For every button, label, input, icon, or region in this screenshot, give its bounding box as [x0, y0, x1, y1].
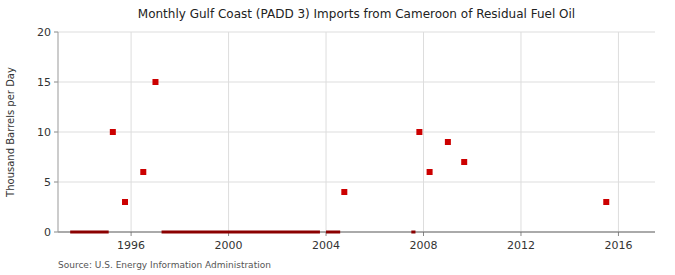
y-axis-line	[58, 32, 59, 232]
point	[140, 169, 146, 175]
tick-label-y: 10	[37, 126, 51, 139]
point	[603, 199, 609, 205]
grid-line-x	[423, 32, 424, 232]
grid-line-x	[618, 32, 619, 232]
tick-x	[131, 232, 132, 236]
grid-line-x	[131, 32, 132, 232]
tick-label-x: 2012	[507, 239, 535, 252]
point	[110, 129, 116, 135]
tick-y	[54, 132, 58, 133]
title: Monthly Gulf Coast (PADD 3) Imports from…	[138, 7, 575, 21]
tick-x	[618, 232, 619, 236]
zero-segment	[326, 231, 340, 234]
tick-label-y: 20	[37, 26, 51, 39]
grid-line-y	[58, 32, 655, 33]
x-axis-line	[58, 232, 655, 233]
grid-line-y	[58, 132, 655, 133]
source-note: Source: U.S. Energy Information Administ…	[58, 260, 271, 270]
tick-x	[520, 232, 521, 236]
series-segment	[70, 232, 415, 233]
tick-y	[54, 232, 58, 233]
grid-line-x	[326, 32, 327, 232]
tick-y	[54, 82, 58, 83]
y-axis-label: Thousand Barrels per Day	[5, 67, 16, 198]
grid-line-y	[58, 182, 655, 183]
axes: 0 5 10 15 20 1996 2000 2004 2008 2012 2016	[37, 26, 655, 252]
zero-segment	[70, 231, 109, 234]
grid-line-y	[58, 82, 655, 83]
grid	[58, 32, 655, 232]
tick-label-y: 0	[44, 226, 51, 239]
tick-label-x: 2008	[410, 239, 438, 252]
point	[341, 189, 347, 195]
tick-label-x: 1996	[117, 239, 145, 252]
point	[416, 129, 422, 135]
tick-label-y: 5	[44, 176, 51, 189]
zero-segment	[162, 231, 320, 234]
point	[122, 199, 128, 205]
point	[152, 79, 158, 85]
grid-line-x	[520, 32, 521, 232]
point	[461, 159, 467, 165]
point	[427, 169, 433, 175]
tick-y	[54, 32, 58, 33]
tick-x	[423, 232, 424, 236]
tick-label-x: 2004	[312, 239, 340, 252]
marks	[70, 79, 609, 232]
point	[445, 139, 451, 145]
chart: Monthly Gulf Coast (PADD 3) Imports from…	[0, 0, 675, 275]
grid-line-y	[58, 232, 655, 233]
tick-y	[54, 182, 58, 183]
zero-segment	[411, 231, 415, 234]
tick-label-x: 2000	[215, 239, 243, 252]
tick-label-y: 15	[37, 76, 51, 89]
tick-label-x: 2016	[604, 239, 632, 252]
grid-line-x	[228, 32, 229, 232]
chart-container: Monthly Gulf Coast (PADD 3) Imports from…	[0, 0, 675, 275]
series-scatter	[110, 79, 609, 205]
